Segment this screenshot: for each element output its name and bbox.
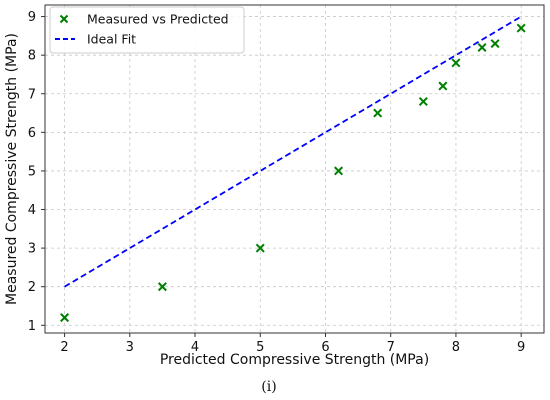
- data-point-marker: [157, 282, 167, 292]
- x-tick-label: 3: [126, 340, 134, 355]
- data-point-marker: [490, 39, 500, 49]
- y-axis-label: Measured Compressive Strength (MPa): [4, 33, 20, 305]
- y-tick-label: 3: [28, 242, 36, 257]
- data-point-marker: [373, 108, 383, 118]
- legend-entry-measured: Measured vs Predicted: [87, 12, 229, 27]
- x-tick-label: 6: [321, 340, 329, 355]
- y-tick-label: 1: [28, 319, 36, 334]
- y-tick-label: 2: [28, 280, 36, 295]
- legend-marker-x-icon: [59, 14, 69, 24]
- x-tick-label: 9: [517, 340, 525, 355]
- data-point-marker: [451, 58, 461, 68]
- plot-area-frame: [44, 4, 545, 334]
- x-tick-label: 8: [452, 340, 460, 355]
- y-tick-label: 5: [28, 164, 36, 179]
- data-point-marker: [60, 313, 70, 323]
- y-ticks: 1 2 3 4 5 6 7 8 9: [28, 10, 45, 334]
- y-tick-label: 8: [28, 49, 36, 64]
- y-tick-label: 7: [28, 87, 36, 102]
- data-point-marker: [438, 81, 448, 91]
- legend: Measured vs Predicted Ideal Fit: [49, 6, 245, 54]
- figure-caption: (i): [261, 379, 276, 395]
- y-tick-label: 6: [28, 126, 36, 141]
- y-tick-label: 9: [28, 10, 36, 25]
- x-axis-label: Predicted Compressive Strength (MPa): [160, 352, 429, 368]
- series-layer: [60, 15, 526, 323]
- legend-box: [49, 6, 245, 54]
- x-tick-label: 4: [191, 340, 199, 355]
- x-tick-label: 5: [256, 340, 264, 355]
- data-point-marker: [516, 23, 526, 33]
- y-tick-label: 4: [28, 203, 36, 218]
- data-point-marker: [477, 42, 487, 52]
- legend-entry-ideal-fit: Ideal Fit: [87, 32, 136, 47]
- x-tick-label: 2: [60, 340, 68, 355]
- ideal-fit-line: [64, 15, 522, 288]
- data-point-marker: [334, 166, 344, 176]
- x-ticks: 2 3 4 5 6 7 8 9: [60, 333, 525, 355]
- data-point-marker: [418, 96, 428, 106]
- data-point-marker: [255, 243, 265, 253]
- grid-lines: [45, 5, 544, 333]
- x-tick-label: 7: [387, 340, 395, 355]
